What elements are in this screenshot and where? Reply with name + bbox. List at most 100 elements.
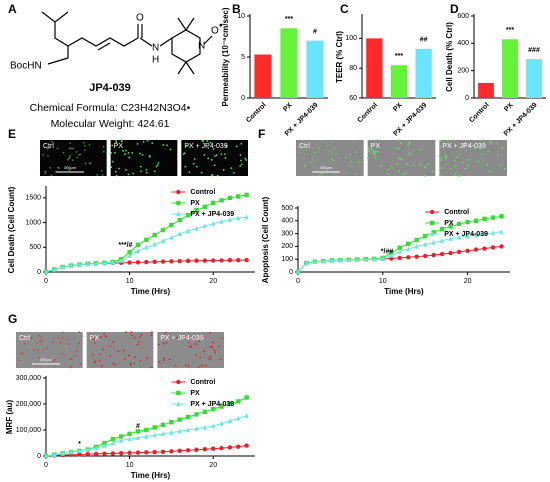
marker [85,451,91,457]
marker [144,427,149,433]
cell [47,155,49,157]
cell [487,150,490,153]
cell [240,163,243,166]
cell [71,365,73,368]
cell [222,168,225,171]
marker [499,244,504,249]
legend-marker [430,209,435,215]
annotation: ***/# [118,242,132,249]
marker [439,226,445,232]
cell [440,159,443,162]
marker [397,255,402,261]
marker [144,450,149,455]
cell [162,357,165,360]
cell [46,346,49,349]
marker [236,257,241,263]
cell [390,165,393,168]
cell [102,145,105,148]
cell [110,166,113,169]
cell [187,365,190,367]
cell [136,343,139,346]
marker [43,269,49,275]
cell [300,146,303,149]
marker [423,241,428,247]
marker [135,260,141,265]
cell [355,173,357,176]
marker [236,399,241,404]
chart: E 0 500 1000 1500 Cell Death (Cell Count) Ctrl… [7,127,255,296]
cell [349,153,352,156]
legend-label: Control [190,379,215,386]
cell [186,144,188,147]
marker [211,258,216,263]
cell [128,354,131,357]
cell [397,170,400,173]
y-tick-label: 80 [349,65,357,72]
x-axis-label: Time (Hrs) [384,287,424,296]
cell [464,142,466,145]
cell [146,357,148,359]
cell [70,357,73,360]
marker [68,262,74,268]
cell [503,167,506,170]
cell [139,165,142,168]
annotation: */## [381,249,394,256]
cell [136,143,139,145]
cell [145,171,148,174]
cell [42,153,45,156]
marker [119,434,124,439]
cell [486,164,488,166]
marker [119,450,124,456]
marker [152,432,157,438]
cell [138,341,140,343]
cell [163,359,165,361]
x-tick-label: Control [468,102,491,125]
cell [174,364,177,367]
bar [280,28,298,98]
cell [423,174,426,177]
cell [219,358,222,361]
marker [110,436,116,442]
marker [60,264,65,270]
marker [185,448,191,453]
marker [423,233,428,239]
cell [36,342,38,345]
panel-a: A BocHN O N H N O • JP4-039 Chemical For… [8,2,223,130]
cell [409,152,412,155]
marker [52,266,57,272]
cell [190,345,193,348]
x-tick-label: 10 [379,278,387,285]
cell [245,159,248,161]
cell [207,157,210,160]
bar [502,39,518,98]
cell [93,342,96,345]
cell [164,331,167,334]
y-axis-label: Apoptosis (Cell Count) [261,196,270,283]
x-tick-label: PX [392,102,404,114]
marker [127,252,132,258]
image-label: Ctrl [43,143,54,150]
marker [227,401,233,407]
cell [192,162,195,165]
cell [380,165,383,168]
cell [397,139,400,142]
legend-label: Control [190,189,215,196]
marker [85,261,90,267]
marker [160,449,166,455]
panel-letter: E [8,127,16,141]
legend-label: PX [190,390,200,397]
marker [144,433,149,439]
y-tick-label: 60 [349,95,357,102]
cell [374,150,377,153]
image-label: Ctrl [19,335,30,342]
marker [127,436,132,442]
marker [194,225,199,231]
marker [355,257,360,262]
bar [366,38,383,98]
cell [209,141,212,144]
image-label: PX + JP4-039 [184,143,227,150]
marker [152,232,157,238]
cell [115,139,118,142]
marker [169,234,174,240]
